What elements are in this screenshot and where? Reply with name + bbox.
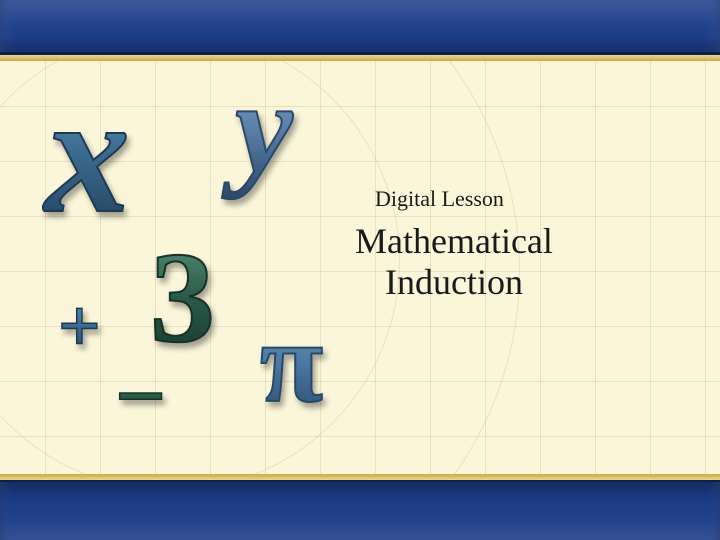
slide: x y 3 π + − Digital Lesson MathematicalI… [0,0,720,540]
lesson-title: MathematicalInduction [355,221,553,304]
top-band [0,0,720,55]
lesson-subtitle: Digital Lesson [375,186,504,212]
content-area: x y 3 π + − Digital Lesson MathematicalI… [0,61,720,474]
decorative-arc-inner [0,61,400,474]
bottom-band [0,480,720,540]
